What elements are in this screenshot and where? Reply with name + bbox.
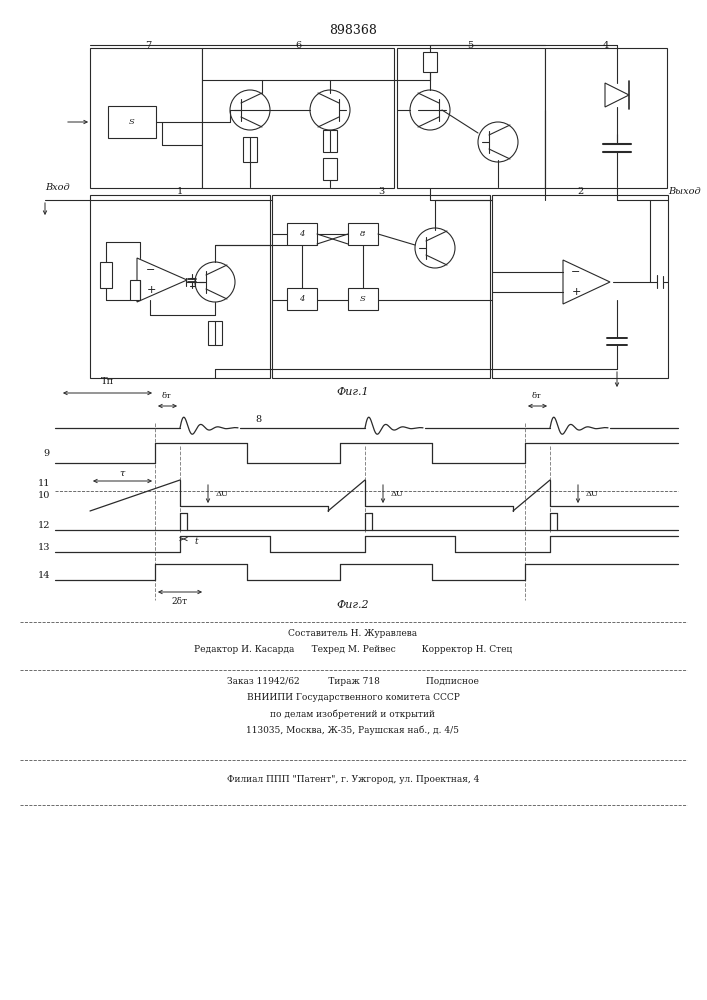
Bar	[323, 158, 337, 180]
Bar	[130, 280, 140, 300]
Text: ΔU: ΔU	[585, 490, 599, 498]
Bar	[208, 321, 222, 345]
Bar	[545, 48, 667, 188]
Bar	[272, 195, 490, 378]
Text: τ: τ	[119, 468, 124, 478]
Text: 11: 11	[37, 479, 50, 488]
Text: по делам изобретений и открытий: по делам изобретений и открытий	[271, 709, 436, 719]
Bar	[108, 106, 156, 138]
Text: 7: 7	[145, 41, 151, 50]
Text: +: +	[571, 287, 580, 297]
Text: 5: 5	[467, 41, 473, 50]
Bar	[423, 52, 437, 72]
Text: δт: δт	[532, 392, 542, 400]
Text: t: t	[194, 538, 198, 546]
Text: Тп: Тп	[100, 377, 114, 386]
Text: ΔU: ΔU	[216, 490, 228, 498]
Text: 9: 9	[44, 448, 50, 458]
Bar	[202, 48, 394, 188]
Text: +: +	[146, 285, 156, 295]
Text: −: −	[146, 265, 156, 275]
Bar	[287, 223, 317, 245]
Text: Филиал ППП "Патент", г. Ужгород, ул. Проектная, 4: Филиал ППП "Патент", г. Ужгород, ул. Про…	[227, 776, 479, 784]
Text: S: S	[129, 118, 135, 126]
Bar	[287, 288, 317, 310]
Text: ΔU: ΔU	[390, 490, 404, 498]
Text: 2δт: 2δт	[172, 597, 188, 606]
Text: 4: 4	[299, 295, 305, 303]
Text: 8: 8	[255, 416, 261, 424]
Text: Заказ 11942/62          Тираж 718                Подписное: Заказ 11942/62 Тираж 718 Подписное	[227, 678, 479, 686]
Bar	[348, 288, 378, 310]
Text: Фиг.2: Фиг.2	[337, 600, 369, 610]
Text: S: S	[360, 295, 366, 303]
Text: 13: 13	[37, 542, 50, 552]
Bar	[90, 195, 270, 378]
Text: 2: 2	[577, 188, 583, 196]
Text: 14: 14	[37, 570, 50, 580]
Text: 1: 1	[177, 188, 183, 196]
Bar	[243, 137, 257, 162]
Text: 12: 12	[37, 520, 50, 530]
Text: Редактор И. Касарда      Техред М. Рейвес         Корректор Н. Стец: Редактор И. Касарда Техред М. Рейвес Кор…	[194, 646, 512, 654]
Bar	[348, 223, 378, 245]
Bar	[90, 48, 202, 188]
Text: 3: 3	[378, 188, 384, 196]
Text: 4: 4	[603, 41, 609, 50]
Bar	[100, 262, 112, 288]
Text: ВНИИПИ Государственного комитета СССР: ВНИИПИ Государственного комитета СССР	[247, 694, 460, 702]
Bar	[492, 195, 668, 378]
Text: 8: 8	[361, 230, 366, 238]
Text: Составитель Н. Журавлева: Составитель Н. Журавлева	[288, 630, 418, 639]
Bar	[323, 130, 337, 152]
Bar	[397, 48, 545, 188]
Text: Фиг.1: Фиг.1	[337, 387, 369, 397]
Text: Выход: Выход	[668, 188, 701, 196]
Text: 898368: 898368	[329, 23, 377, 36]
Text: 4: 4	[299, 230, 305, 238]
Text: 6: 6	[295, 41, 301, 50]
Text: δт: δт	[162, 392, 172, 400]
Text: −: −	[571, 267, 580, 277]
Text: Вход: Вход	[45, 184, 69, 192]
Text: 113035, Москва, Ж-35, Раушская наб., д. 4/5: 113035, Москва, Ж-35, Раушская наб., д. …	[247, 725, 460, 735]
Text: 10: 10	[37, 490, 50, 499]
